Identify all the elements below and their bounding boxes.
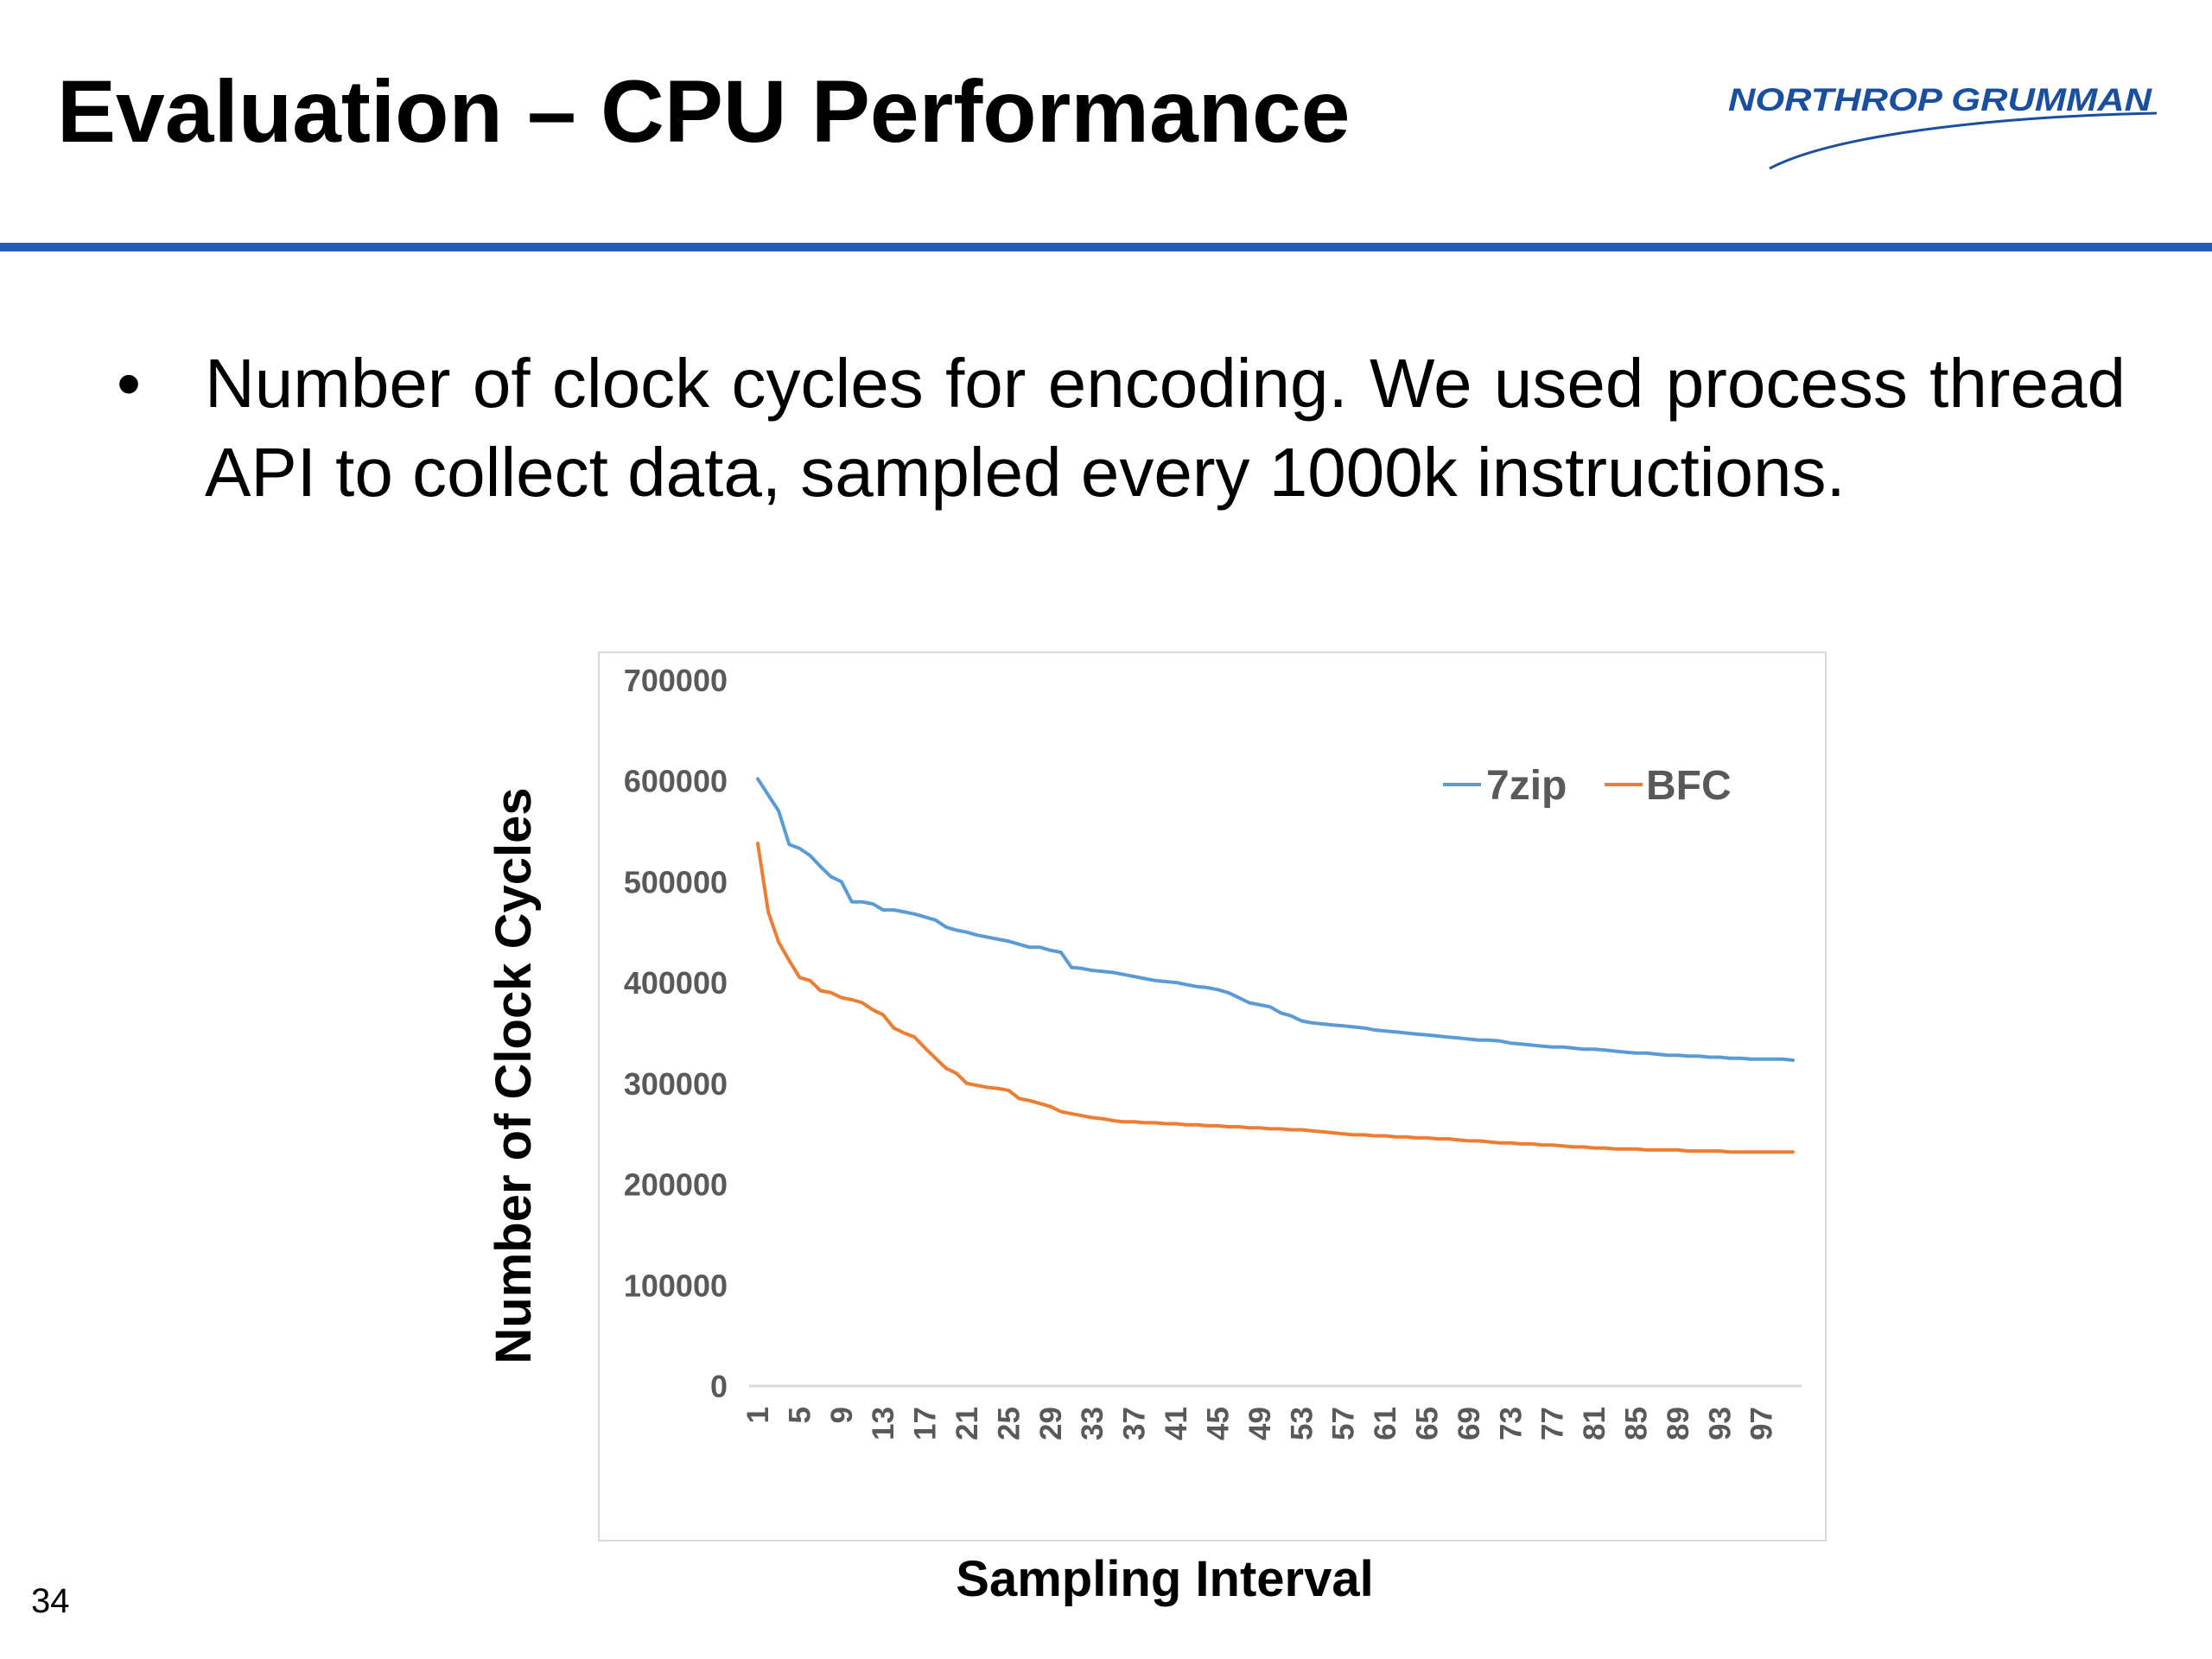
x-tick-label: 41 — [1160, 1407, 1193, 1440]
clock-cycles-chart: Number of Clock Cycles Sampling Interval… — [458, 639, 1936, 1642]
x-tick-label: 17 — [909, 1407, 943, 1440]
x-tick-label: 29 — [1034, 1407, 1068, 1440]
x-axis-title: Sampling Interval — [956, 1551, 1373, 1607]
x-tick-label: 97 — [1745, 1407, 1779, 1440]
y-axis-ticks: 0 100000 200000 300000 400000 500000 600000 700… — [624, 663, 728, 1404]
x-tick-label: 73 — [1494, 1407, 1528, 1440]
bullet-item: • Number of clock cycles for encoding. We… — [117, 339, 2126, 517]
x-tick-label: 69 — [1452, 1407, 1486, 1440]
page-number: 34 — [31, 1582, 70, 1620]
x-tick-label: 65 — [1410, 1407, 1444, 1440]
plot-area-border — [598, 652, 1827, 1541]
y-tick-label: 600000 — [624, 764, 728, 799]
x-tick-label: 81 — [1578, 1407, 1611, 1440]
x-tick-label: 13 — [867, 1407, 900, 1440]
x-tick-label: 1 — [741, 1407, 775, 1423]
y-tick-label: 400000 — [624, 965, 728, 1001]
legend-label-7zip: 7zip — [1486, 763, 1567, 809]
legend-label-bfc: BFC — [1646, 763, 1732, 809]
x-tick-label: 85 — [1619, 1407, 1653, 1440]
northrop-grumman-logo: NORTHROP GRUMMAN — [1728, 82, 2160, 177]
x-tick-label: 89 — [1662, 1407, 1695, 1440]
header-rule — [0, 243, 2212, 251]
x-tick-label: 25 — [992, 1407, 1026, 1440]
x-tick-label: 57 — [1327, 1407, 1361, 1440]
y-axis-title: Number of Clock Cycles — [486, 787, 542, 1363]
legend: 7zip BFC — [1443, 763, 1732, 809]
x-tick-label: 9 — [825, 1407, 859, 1423]
y-tick-label: 700000 — [624, 663, 728, 698]
x-tick-label: 53 — [1285, 1407, 1319, 1440]
y-tick-label: 500000 — [624, 864, 728, 899]
bullet-list: • Number of clock cycles for encoding. We… — [117, 339, 2126, 517]
x-tick-label: 49 — [1243, 1407, 1277, 1440]
x-tick-label: 77 — [1536, 1407, 1570, 1440]
x-tick-label: 93 — [1703, 1407, 1737, 1440]
y-tick-label: 0 — [710, 1369, 728, 1404]
x-tick-label: 5 — [783, 1407, 817, 1423]
slide-title: Evaluation – CPU Performance — [57, 62, 1351, 161]
y-tick-label: 300000 — [624, 1066, 728, 1102]
x-tick-label: 37 — [1118, 1407, 1152, 1440]
series-line-7zip — [756, 777, 1795, 1062]
y-tick-label: 100000 — [624, 1268, 728, 1303]
series-line-bfc — [756, 842, 1795, 1154]
x-tick-label: 33 — [1076, 1407, 1109, 1440]
x-tick-label: 61 — [1369, 1407, 1402, 1440]
chart-svg: Number of Clock Cycles Sampling Interval… — [486, 652, 1827, 1607]
series-lines — [756, 777, 1795, 1154]
y-tick-label: 200000 — [624, 1167, 728, 1203]
bullet-text: Number of clock cycles for encoding. We … — [205, 345, 2126, 511]
logo-swoosh — [1769, 111, 2158, 170]
x-tick-label: 21 — [950, 1407, 984, 1440]
logo-wordmark: NORTHROP GRUMMAN — [1728, 82, 2152, 118]
x-axis-ticks: 1 5 9 13 17 21 25 29 33 37 41 45 49 53 57 61 65 69 73 77 81 8… — [741, 1407, 1779, 1440]
x-tick-label: 45 — [1201, 1407, 1235, 1440]
bullet-mark: • — [117, 345, 142, 422]
